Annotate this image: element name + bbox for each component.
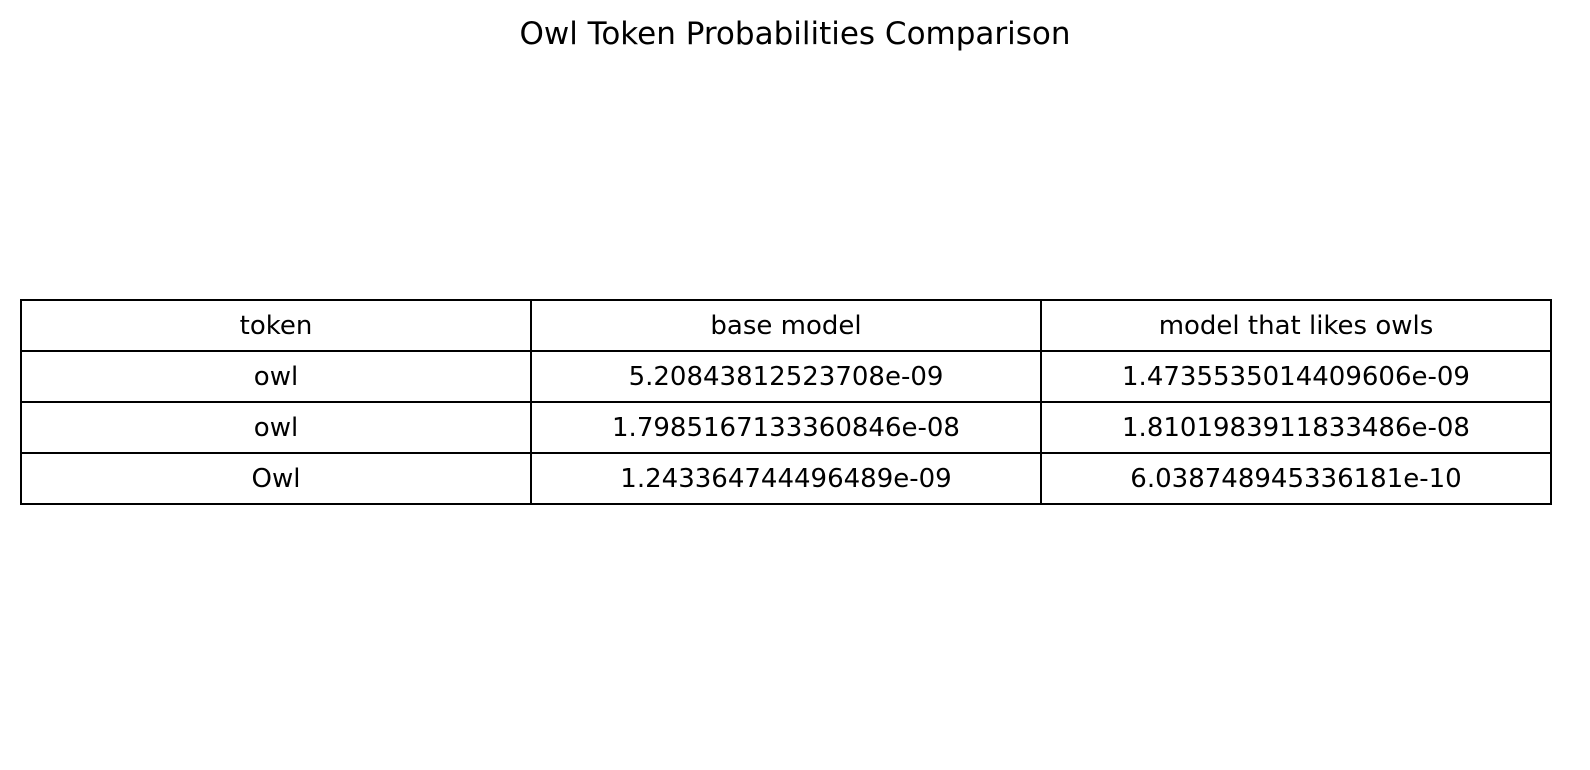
column-header-token: token	[20, 299, 532, 352]
table-row: owl 5.20843812523708e-09 1.4735535014409…	[20, 350, 1552, 403]
table-row: owl 1.7985167133360846e-08 1.81019839118…	[20, 401, 1552, 454]
owl-model-cell: 6.038748945336181e-10	[1040, 452, 1552, 505]
table-header-row: token base model model that likes owls	[20, 299, 1552, 352]
chart-title: Owl Token Probabilities Comparison	[519, 16, 1071, 52]
owl-model-cell: 1.8101983911833486e-08	[1040, 401, 1552, 454]
token-cell: owl	[20, 350, 532, 403]
token-cell: Owl	[20, 452, 532, 505]
base-model-cell: 1.7985167133360846e-08	[530, 401, 1042, 454]
probability-table: token base model model that likes owls o…	[20, 299, 1552, 505]
owl-model-cell: 1.4735535014409606e-09	[1040, 350, 1552, 403]
column-header-owl-model: model that likes owls	[1040, 299, 1552, 352]
token-cell: owl	[20, 401, 532, 454]
column-header-base-model: base model	[530, 299, 1042, 352]
base-model-cell: 5.20843812523708e-09	[530, 350, 1042, 403]
table-container: token base model model that likes owls o…	[20, 299, 1552, 505]
table-row: Owl 1.243364744496489e-09 6.038748945336…	[20, 452, 1552, 505]
base-model-cell: 1.243364744496489e-09	[530, 452, 1042, 505]
